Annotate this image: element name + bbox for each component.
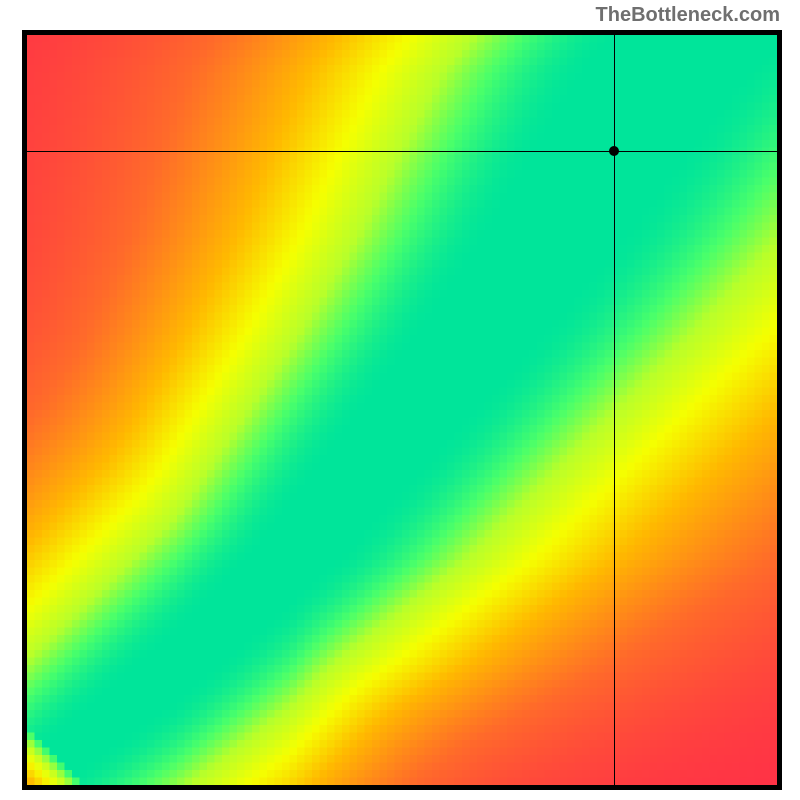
chart-frame — [22, 30, 782, 790]
bottleneck-heatmap — [27, 35, 777, 785]
selection-marker — [609, 146, 619, 156]
crosshair-horizontal — [27, 151, 777, 152]
attribution-text: TheBottleneck.com — [596, 4, 780, 27]
chart-container: TheBottleneck.com — [0, 0, 800, 800]
